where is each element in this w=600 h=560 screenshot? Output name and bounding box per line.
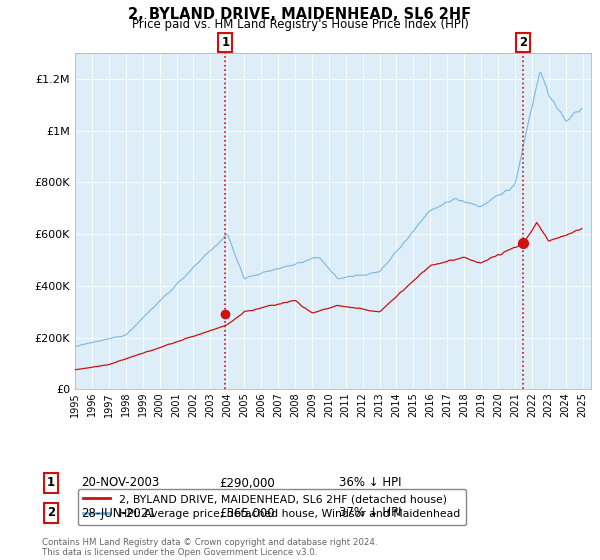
Text: 2: 2: [519, 36, 527, 49]
Text: £290,000: £290,000: [219, 477, 275, 489]
Text: 20-NOV-2003: 20-NOV-2003: [81, 477, 159, 489]
Legend: 2, BYLAND DRIVE, MAIDENHEAD, SL6 2HF (detached house), HPI: Average price, detac: 2, BYLAND DRIVE, MAIDENHEAD, SL6 2HF (de…: [78, 489, 466, 525]
Text: 37% ↓ HPI: 37% ↓ HPI: [339, 506, 401, 520]
Text: 2: 2: [47, 506, 55, 520]
Text: Contains HM Land Registry data © Crown copyright and database right 2024.
This d: Contains HM Land Registry data © Crown c…: [42, 538, 377, 557]
Text: Price paid vs. HM Land Registry's House Price Index (HPI): Price paid vs. HM Land Registry's House …: [131, 18, 469, 31]
Text: 36% ↓ HPI: 36% ↓ HPI: [339, 477, 401, 489]
Text: 2, BYLAND DRIVE, MAIDENHEAD, SL6 2HF: 2, BYLAND DRIVE, MAIDENHEAD, SL6 2HF: [128, 7, 472, 22]
Text: £565,000: £565,000: [219, 506, 275, 520]
Text: 28-JUN-2021: 28-JUN-2021: [81, 506, 156, 520]
Text: 1: 1: [221, 36, 229, 49]
Text: 1: 1: [47, 477, 55, 489]
